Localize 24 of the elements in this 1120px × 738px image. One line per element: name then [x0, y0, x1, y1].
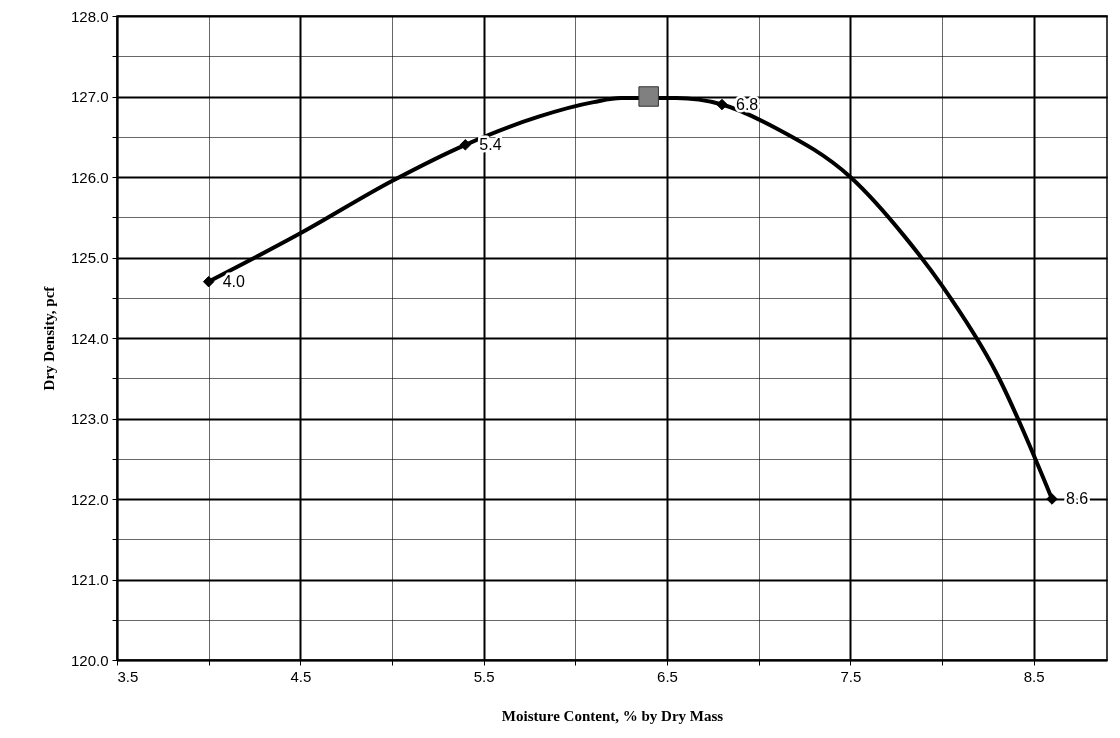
y-tick-label: 122.0 [70, 490, 109, 508]
y-tick-label: 128.0 [70, 7, 109, 25]
y-tick-label: 120.0 [70, 651, 109, 669]
annotation: 6.8 [736, 95, 759, 113]
x-tick-label: 8.5 [1023, 667, 1045, 685]
y-axis-title: Dry Density, pcf [40, 285, 57, 391]
y-tick-label: 127.0 [70, 88, 109, 105]
y-tick-label: 124.0 [70, 329, 109, 347]
y-tick-label: 126.0 [70, 168, 109, 186]
x-tick-label: 7.5 [840, 667, 862, 685]
y-tick-label: 121.0 [70, 571, 109, 588]
x-axis-title: Moisture Content, % by Dry Mass [501, 707, 724, 724]
y-tick-label: 123.0 [70, 410, 109, 427]
point [716, 98, 728, 111]
y-tick-label: 125.0 [70, 249, 109, 266]
annotation: 4.0 [222, 272, 246, 290]
x-tick-label: 6.5 [657, 667, 678, 685]
point [638, 86, 659, 107]
x-tick-label: 5.5 [473, 667, 495, 685]
x-tick-label: 4.5 [290, 667, 312, 685]
x-tick-label: 3.5 [117, 667, 139, 685]
point [459, 139, 472, 151]
point [1046, 493, 1058, 505]
point [202, 275, 215, 288]
